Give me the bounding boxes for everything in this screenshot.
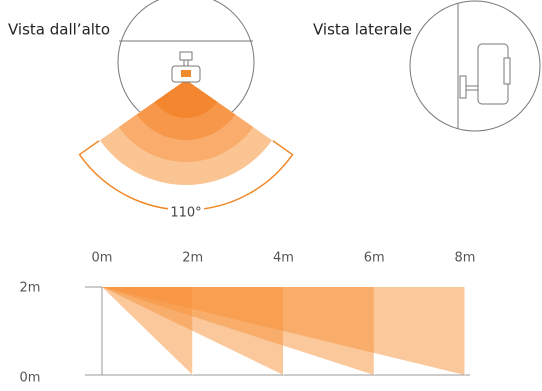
label-bg: [168, 203, 204, 221]
lens-circle: [409, 0, 541, 132]
distance-label: 6m: [364, 251, 385, 266]
detection-zone: [154, 80, 218, 119]
sensor-lens: [503, 57, 511, 85]
distance-label: 0m: [92, 251, 113, 266]
arm: [466, 85, 478, 91]
angle-label: 110°: [170, 206, 201, 221]
sensor-lens: [181, 70, 191, 77]
height-label: 0m: [20, 371, 41, 386]
bracket: [179, 51, 193, 66]
side-view: [409, 0, 541, 132]
distance-label: 8m: [455, 251, 476, 266]
side-view-title: Vista laterale: [313, 21, 412, 39]
detection-range: [102, 287, 465, 375]
bracket: [459, 75, 467, 99]
height-label: 2m: [20, 281, 41, 296]
distance-label: 2m: [182, 251, 203, 266]
top-view: 110°: [78, 0, 294, 221]
distance-label: 4m: [273, 251, 294, 266]
top-view-title: Vista dall’alto: [8, 21, 110, 39]
range-chart: 0m 2m 4m 6m 8m 2m 0m: [20, 251, 476, 386]
